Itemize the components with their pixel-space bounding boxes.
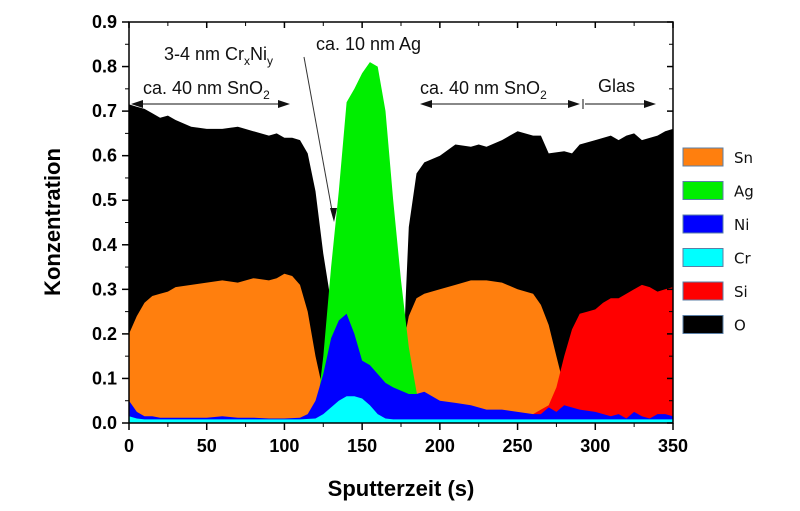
y-axis-title: Konzentration [40,148,65,296]
x-tick-label: 50 [197,436,217,456]
plot-areas [129,62,673,424]
svg-text:3-4 nm CrxNiy: 3-4 nm CrxNiy [164,44,273,68]
y-tick-label: 0.5 [92,190,117,210]
y-tick-label: 0.7 [92,101,117,121]
arrowhead-right [278,100,290,108]
y-axis-ticks: 0.0 0.1 0.2 0.3 0.4 0.5 0.6 0.7 0.8 0.9 [92,12,673,433]
x-tick-label: 350 [658,436,688,456]
legend-label: O [734,317,746,335]
annotation-pointer-arrow [303,56,334,217]
y-tick-label: 0.3 [92,279,117,299]
annotation-crni: 3-4 nm CrxNiy [164,44,337,222]
legend: Sn Ag Ni Cr Si O [682,147,754,335]
annotation-text: Glas [598,76,635,96]
x-axis-ticks: 0 50 100 150 200 250 300 350 [124,22,688,456]
area-series-ag [129,62,673,423]
legend-label: Cr [734,250,751,268]
annotation-subscript: x [244,54,250,68]
y-tick-label: 0.1 [92,368,117,388]
legend-item-ag: Ag [682,181,754,201]
legend-item-sn: Sn [682,147,753,167]
arrowhead-left [131,100,143,108]
x-axis-title: Sputterzeit (s) [328,476,475,501]
y-tick-label: 0.2 [92,324,117,344]
legend-item-si: Si [682,281,748,301]
annotation-ag: ca. 10 nm Ag [316,34,421,54]
legend-swatch [682,147,724,167]
legend-swatch [682,315,724,334]
annotation-sno2-left: ca. 40 nm SnO2 [131,78,290,108]
legend-swatch [682,248,724,267]
annotation-text: 3-4 nm Cr [164,44,244,64]
annotation-text: Ni [250,44,267,64]
arrowhead-left [420,100,432,108]
annotation-subscript: 2 [540,88,547,102]
y-tick-label: 0.4 [92,235,117,255]
annotation-text: ca. 40 nm SnO [143,78,263,98]
y-tick-label: 0.9 [92,12,117,32]
arrowhead-down [330,208,337,222]
y-tick-label: 0.8 [92,57,117,77]
arrowhead-right [644,100,656,108]
area-series-ni [129,313,673,423]
legend-label: Ni [734,216,749,234]
x-tick-label: 300 [580,436,610,456]
svg-text:ca. 40 nm SnO2: ca. 40 nm SnO2 [143,78,270,102]
y-tick-label: 0.6 [92,146,117,166]
annotation-subscript: 2 [263,88,270,102]
area-series-cr [129,396,673,423]
legend-swatch [682,214,724,234]
x-tick-label: 100 [269,436,299,456]
svg-text:ca. 40 nm SnO2: ca. 40 nm SnO2 [420,78,547,102]
annotation-subscript: y [267,54,273,68]
legend-label: Sn [734,149,753,167]
x-tick-label: 150 [347,436,377,456]
y-tick-label: 0.0 [92,413,117,433]
area-series-si [129,284,673,423]
x-tick-label: 250 [503,436,533,456]
legend-swatch [682,181,724,200]
annotation-sno2-right: ca. 40 nm SnO2 [420,78,584,109]
x-tick-label: 0 [124,436,134,456]
area-series-sn [129,273,673,423]
legend-item-o: O [682,315,746,335]
x-tick-label: 200 [425,436,455,456]
legend-label: Ag [734,183,754,201]
legend-swatch [682,281,724,301]
legend-label: Si [734,283,748,301]
legend-item-ni: Ni [682,214,749,234]
arrowhead-right [568,100,580,108]
annotation-text: ca. 40 nm SnO [420,78,540,98]
legend-item-cr: Cr [682,248,751,268]
annotation-glas: Glas [585,76,656,108]
